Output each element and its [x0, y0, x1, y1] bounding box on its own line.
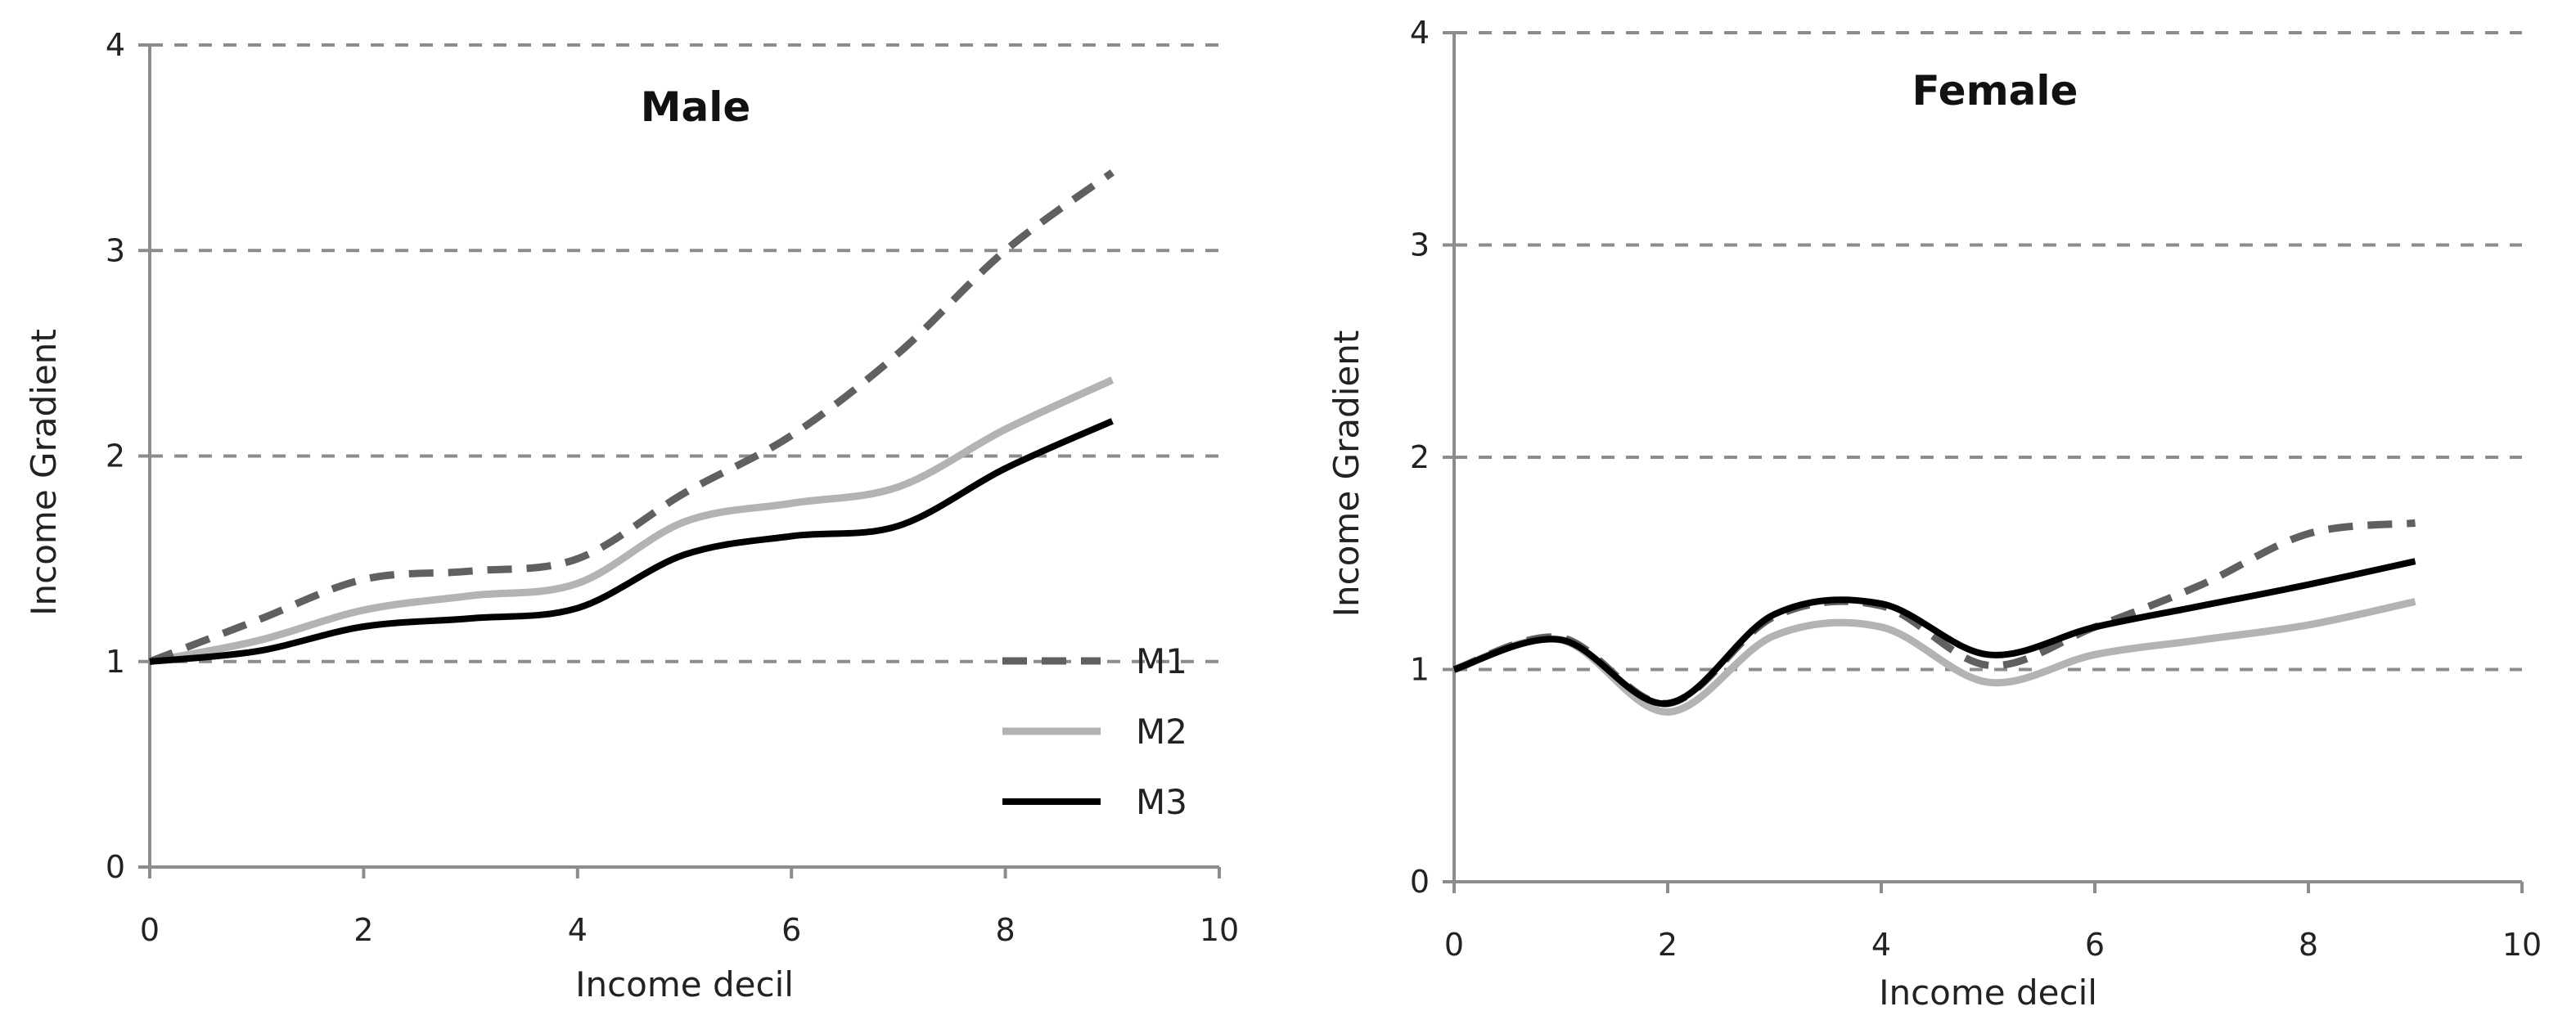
y-tick-label: 4	[106, 27, 125, 63]
y-tick-label: 2	[106, 438, 125, 474]
x-tick-label: 4	[1871, 927, 1891, 963]
series-line-m1	[1452, 519, 2416, 708]
x-axis-title: Income decil	[1879, 973, 2097, 1013]
legend-label-m3: M3	[1136, 782, 1187, 822]
y-tick-label: 2	[1410, 439, 1430, 475]
chart-title: Male	[641, 83, 751, 131]
x-tick-label: 2	[1658, 927, 1678, 963]
y-tick-label: 4	[1410, 15, 1430, 51]
y-tick-label: 0	[106, 849, 125, 885]
series-line-m1	[148, 169, 1115, 665]
x-tick-label: 10	[1200, 912, 1239, 948]
y-tick-label: 1	[106, 644, 125, 680]
x-tick-label: 8	[2299, 927, 2318, 963]
y-tick-label: 3	[106, 232, 125, 268]
y-tick-label: 0	[1410, 864, 1430, 900]
x-tick-label: 8	[996, 912, 1016, 948]
x-tick-label: 10	[2502, 927, 2542, 963]
series-line-m2	[149, 376, 1115, 666]
series-line-m3	[1452, 558, 2416, 708]
x-tick-label: 0	[1444, 927, 1464, 963]
y-tick-label: 1	[1410, 652, 1430, 688]
y-axis-title: Income Gradient	[1326, 330, 1367, 618]
chart-title: Female	[1912, 67, 2078, 115]
y-axis-title: Income Gradient	[24, 329, 64, 616]
legend-label-m1: M1	[1136, 641, 1187, 681]
y-tick-label: 3	[1410, 227, 1430, 263]
chart-panel-female: 0 1 2 3 4 0 2 4 6 8 10 Income decil Income Gradient F…	[1326, 15, 2542, 1013]
x-axis-title: Income decil	[575, 964, 794, 1004]
series-line-m2	[1452, 598, 2416, 716]
x-tick-label: 2	[354, 912, 373, 948]
x-tick-label: 6	[2085, 927, 2105, 963]
chart-panel-male: 0 1 2 3 4 0 2 4 6 8 10 Income decil Income Gradient M…	[24, 27, 1239, 1004]
legend: M1 M2 M3	[1002, 641, 1187, 822]
x-tick-label: 0	[140, 912, 160, 948]
x-tick-label: 6	[781, 912, 801, 948]
series-line-m3	[149, 418, 1114, 665]
legend-label-m2: M2	[1136, 712, 1187, 752]
x-tick-label: 4	[568, 912, 588, 948]
